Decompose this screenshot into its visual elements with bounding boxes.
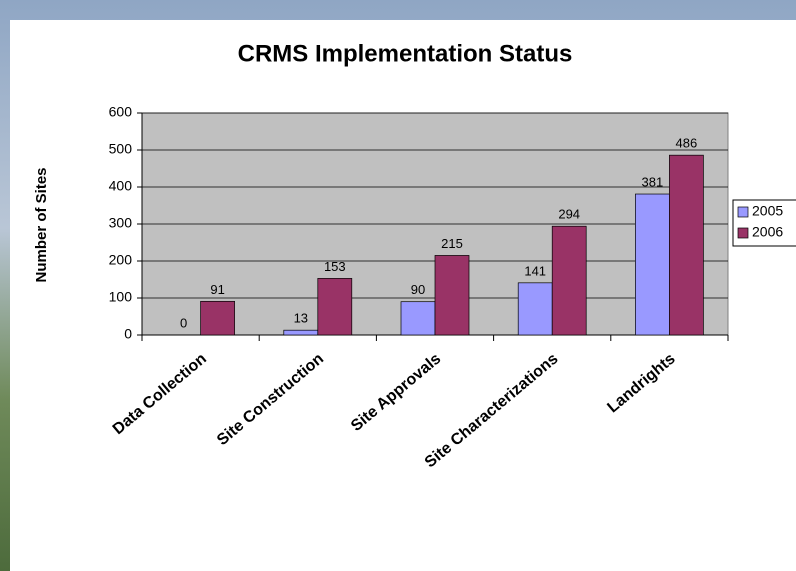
bar bbox=[317, 278, 353, 336]
bar bbox=[669, 154, 704, 336]
legend-label: 2005 bbox=[752, 203, 783, 219]
value-label: 90 bbox=[411, 282, 425, 297]
value-label: 141 bbox=[524, 263, 546, 278]
legend-swatch bbox=[737, 206, 749, 218]
y-tick-label: 0 bbox=[124, 326, 132, 342]
value-label: 13 bbox=[294, 311, 308, 326]
y-tick-label: 600 bbox=[109, 104, 133, 120]
y-axis-title: Number of Sites bbox=[33, 167, 50, 282]
bar bbox=[200, 300, 235, 336]
chart-title: CRMS Implementation Status bbox=[238, 40, 573, 67]
value-label: 91 bbox=[210, 282, 224, 297]
value-label: 0 bbox=[180, 315, 187, 330]
bar bbox=[551, 225, 587, 336]
y-tick-label: 400 bbox=[109, 178, 133, 194]
y-tick-label: 300 bbox=[109, 215, 133, 231]
bar bbox=[434, 255, 470, 336]
legend-swatch bbox=[737, 227, 749, 239]
legend-label: 2006 bbox=[752, 224, 783, 240]
bar bbox=[400, 301, 436, 336]
bar bbox=[517, 282, 553, 336]
y-tick-label: 500 bbox=[109, 141, 133, 157]
y-tick-label: 100 bbox=[109, 289, 133, 305]
value-label: 215 bbox=[441, 236, 463, 251]
value-label: 153 bbox=[324, 259, 346, 274]
value-label: 381 bbox=[642, 174, 664, 189]
bar bbox=[283, 329, 319, 336]
y-tick-label: 200 bbox=[109, 252, 133, 268]
value-label: 294 bbox=[558, 207, 580, 222]
bar bbox=[635, 193, 670, 336]
value-label: 486 bbox=[676, 136, 698, 151]
